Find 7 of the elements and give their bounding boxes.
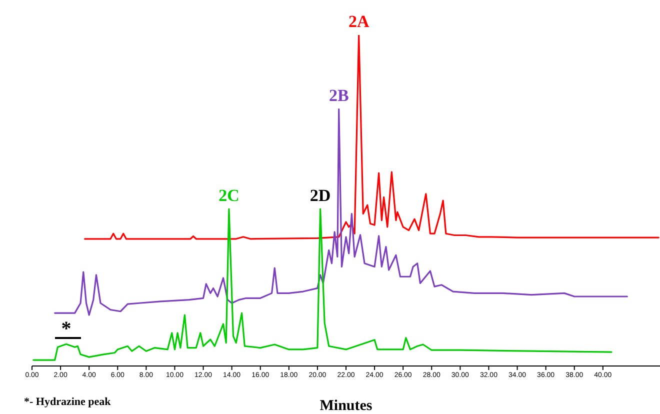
annotation: 2B <box>328 86 349 106</box>
annotation: 2A <box>348 12 370 31</box>
annotation: * <box>61 318 72 340</box>
text: *- Hydrazine peak <box>24 396 111 408</box>
annotation: 2D <box>310 186 331 206</box>
x-axis-title: Minutes <box>320 398 372 414</box>
annotation: 2C <box>218 186 240 206</box>
